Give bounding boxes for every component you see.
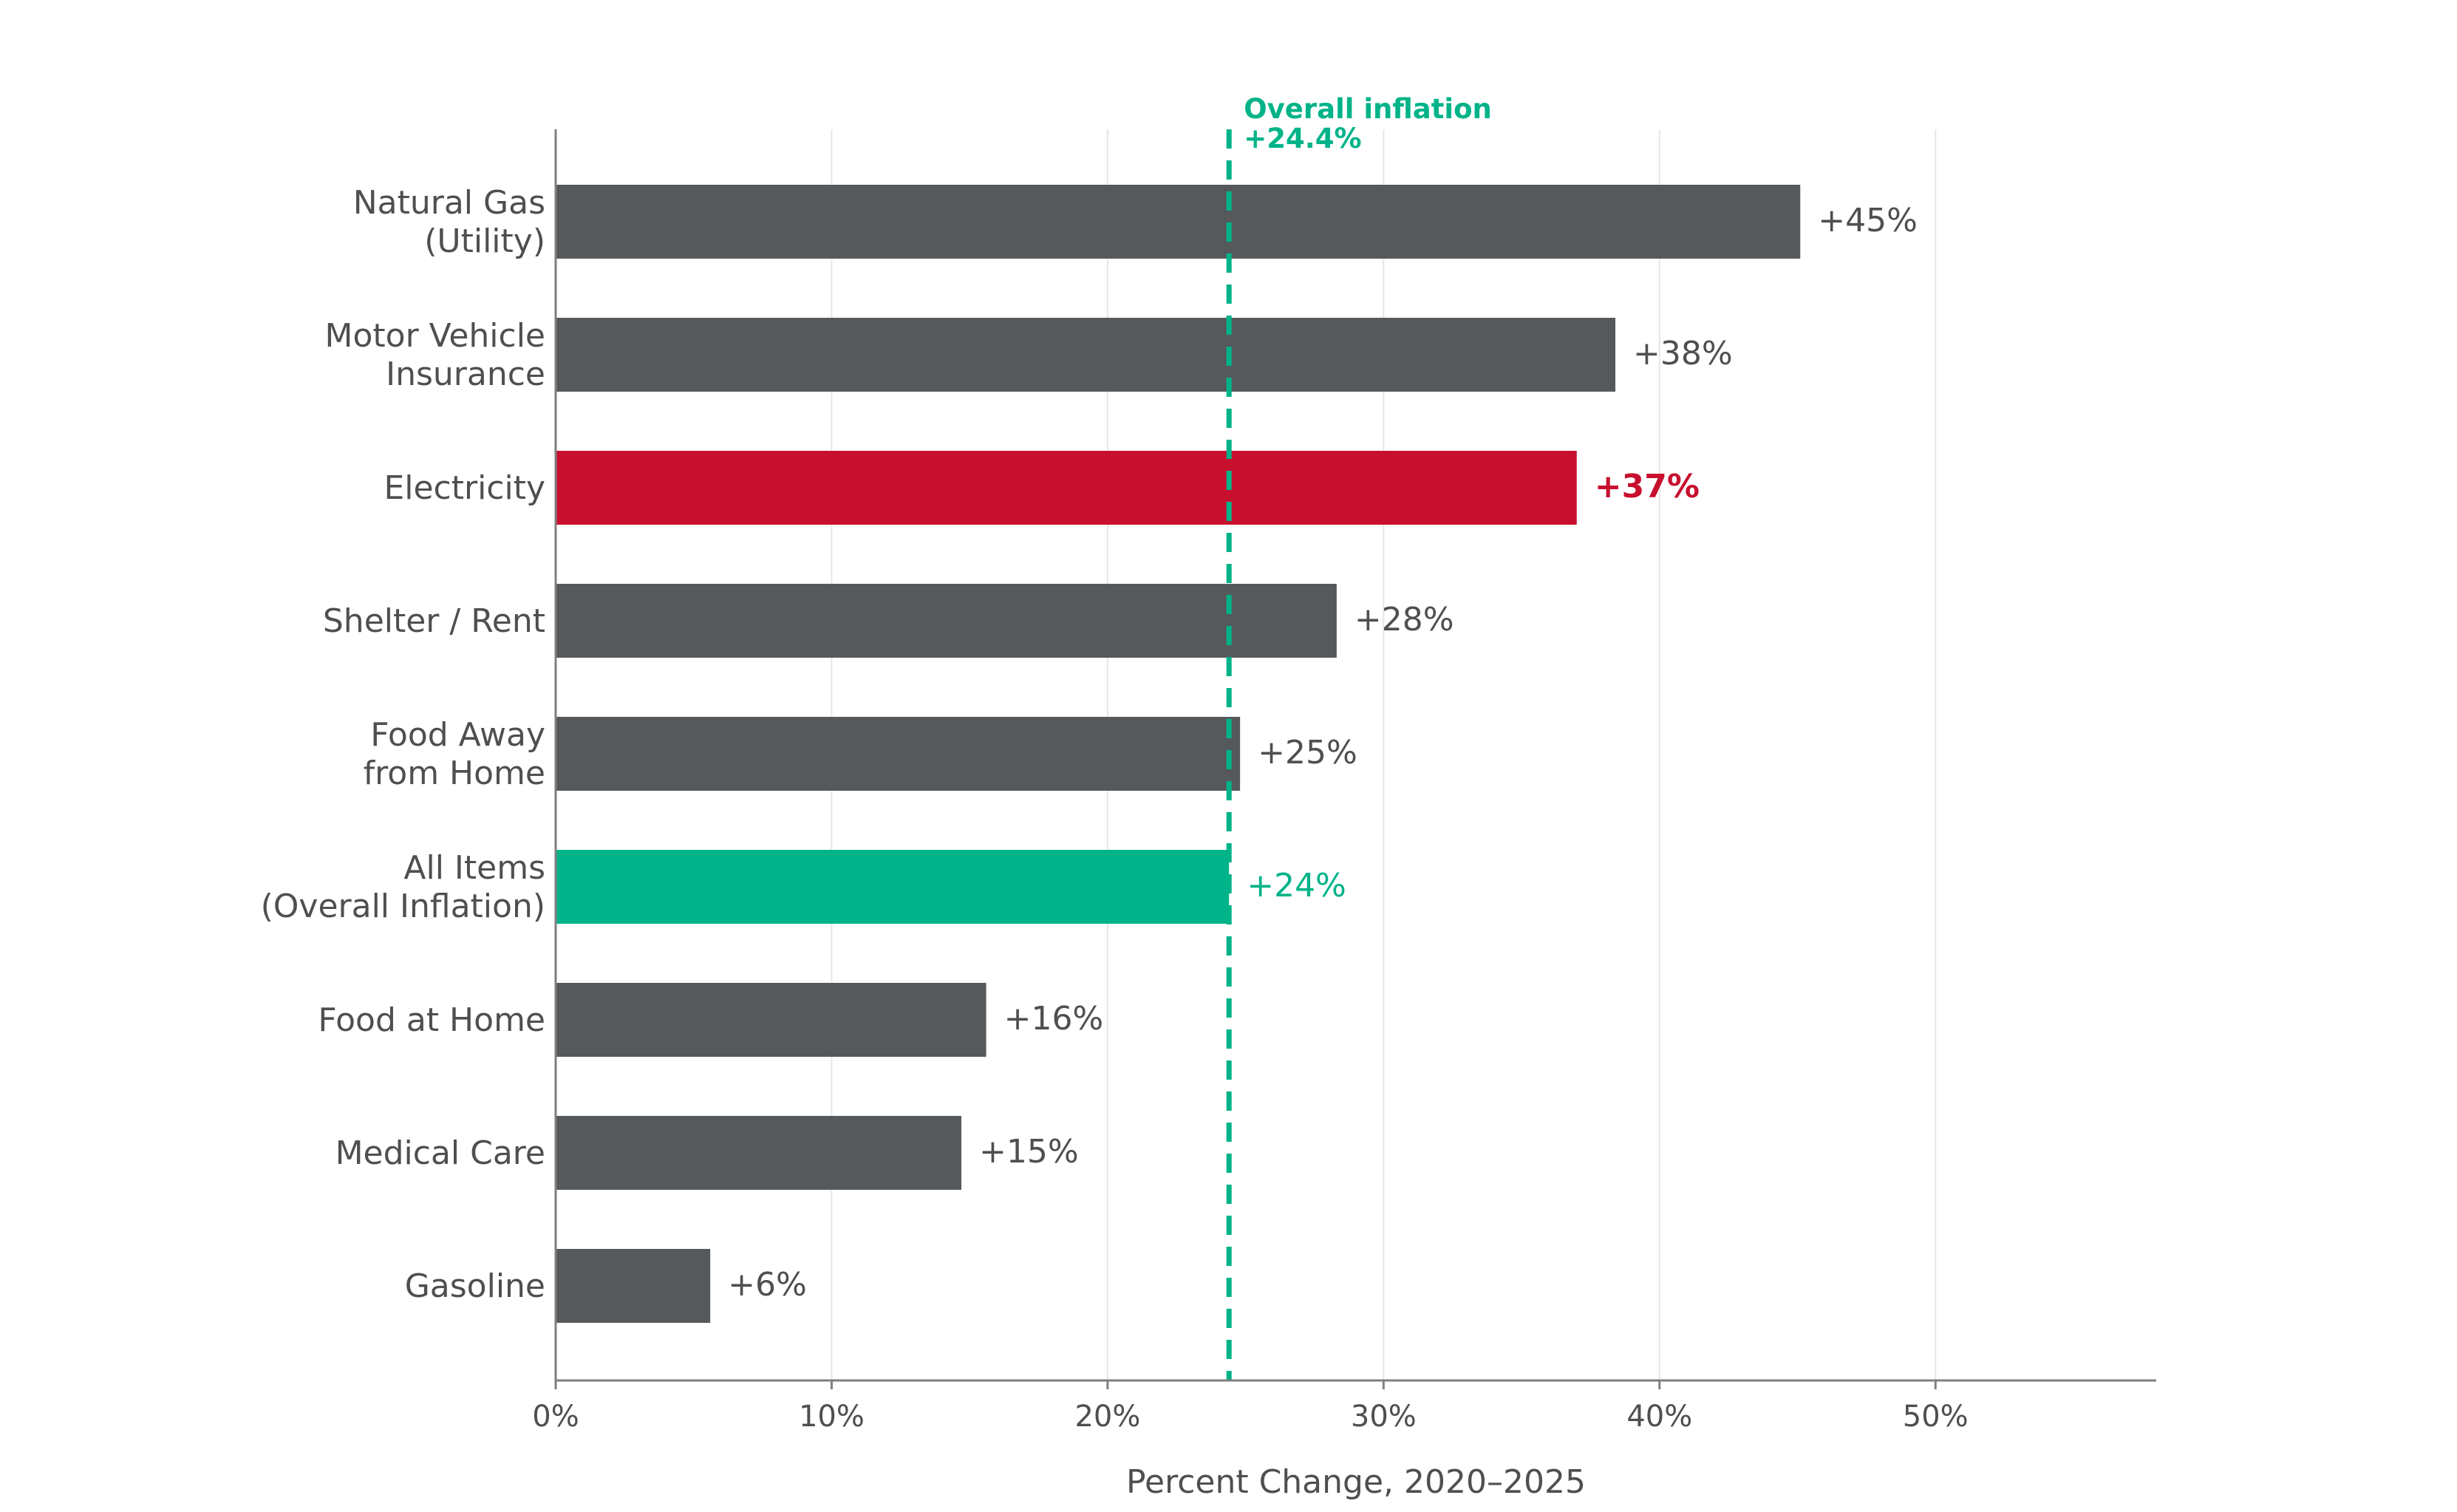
category-label: Food at Home [318,1001,545,1039]
reference-line-value: +24.4% [1244,123,1361,154]
category-label-line: Medical Care [335,1134,545,1172]
category-label: Food Away from Home [364,716,545,792]
bar [556,850,1230,924]
category-label-line: (Utility) [424,222,545,260]
category-label-line: Natural Gas [353,184,545,222]
data-label: +38% [1633,335,1733,372]
bar [556,451,1577,525]
x-tick-label: 20% [1074,1400,1140,1434]
bar [556,318,1616,392]
x-tick-label: 30% [1351,1400,1417,1434]
category-label-line: Food Away [370,716,545,754]
data-label: +24% [1247,867,1346,905]
data-label: +37% [1595,468,1700,505]
category-label-line: Electricity [384,469,545,507]
data-label: +45% [1818,202,1918,239]
category-label-line: Shelter / Rent [323,602,545,640]
x-tick-label: 0% [532,1400,579,1434]
category-label: Electricity [384,469,545,507]
category-label: Natural Gas (Utility) [353,184,545,260]
category-label-line: Motor Vehicle [325,317,545,355]
category-labels: Natural Gas (Utility) Motor Vehicle Insuran… [261,184,545,1305]
axes [554,129,2156,1382]
reference-line-label: Overall inflation [1244,93,1492,125]
category-label-line: (Overall Inflation) [261,888,545,925]
category-label: Shelter / Rent [323,602,545,640]
bars [556,185,1801,1323]
data-label: +28% [1354,601,1454,638]
category-label-line: Food at Home [318,1001,545,1039]
category-label: Medical Care [335,1134,545,1172]
category-label-line: from Home [364,755,545,792]
bar [556,1249,711,1323]
bar [556,983,986,1057]
category-label: Motor Vehicle Insurance [325,317,545,393]
bar [556,584,1337,658]
bar [556,717,1241,791]
reference-line-group: Overall inflation+24.4% [1226,93,1492,1380]
category-label-line: All Items [403,849,545,887]
bar [556,185,1801,259]
category-label: Gasoline [405,1267,545,1305]
data-label: +25% [1258,734,1357,772]
x-tick-label: 40% [1626,1400,1692,1434]
category-label-line: Insurance [386,355,545,393]
x-tick-labels: 0% 10% 20% 30% 40% 50% [532,1380,1969,1434]
x-tick-label: 50% [1903,1400,1969,1434]
data-label: +6% [728,1266,807,1304]
x-tick-label: 10% [799,1400,865,1434]
data-labels: +45% +38% +37% +28% +25% +24% +16% +15% +6% [728,202,1918,1304]
category-label-line: Gasoline [405,1267,545,1305]
x-axis-title: Percent Change, 2020–2025 [1126,1463,1586,1501]
data-label: +15% [979,1133,1079,1171]
bar [556,1116,961,1190]
category-label: All Items (Overall Inflation) [261,849,545,925]
data-label: +16% [1004,1000,1104,1038]
